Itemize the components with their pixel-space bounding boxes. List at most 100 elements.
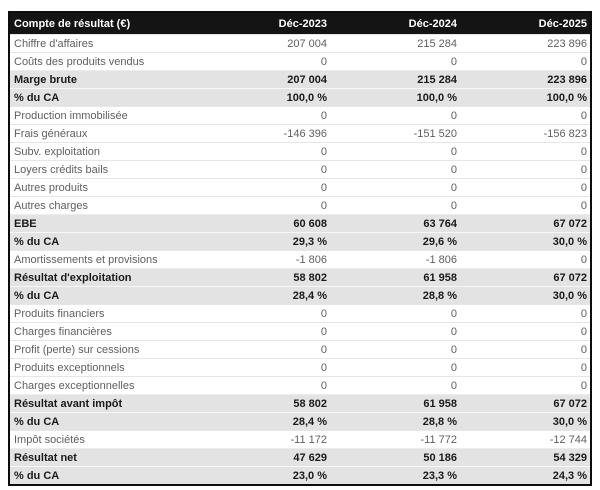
row-label: Résultat net — [14, 451, 77, 464]
row-label: Production immobilisée — [14, 109, 128, 122]
row-label: Impôt sociétés — [14, 433, 85, 446]
row-value: 223 896 — [547, 37, 587, 50]
table-row: Coûts des produits vendus 0 0 0 — [10, 52, 590, 70]
row-value: 0 — [450, 55, 457, 68]
row-value: 0 — [320, 55, 327, 68]
row-value: 0 — [320, 163, 327, 176]
row-value: 28,8 % — [422, 289, 457, 302]
table-row: Chiffre d'affaires 207 004 215 284 223 896 — [10, 34, 590, 52]
row-value: 0 — [320, 343, 327, 356]
row-value: 0 — [320, 199, 327, 212]
row-value: 0 — [450, 109, 457, 122]
row-value: 23,3 % — [422, 469, 457, 482]
row-label: Charges exceptionnelles — [14, 379, 135, 392]
row-label: % du CA — [14, 235, 60, 248]
table-body: Chiffre d'affaires 207 004 215 284 223 896 C… — [10, 34, 590, 484]
table-row: Marge brute 207 004 215 284 223 896 — [10, 70, 590, 88]
row-value: 0 — [580, 343, 587, 356]
row-value: 58 802 — [293, 271, 327, 284]
row-value: 29,6 % — [422, 235, 457, 248]
row-value: 0 — [450, 181, 457, 194]
row-value: -151 520 — [413, 127, 457, 140]
table-row: EBE 60 608 63 764 67 072 — [10, 214, 590, 232]
row-value: 29,3 % — [292, 235, 327, 248]
table-header-col-dec-2024: Déc-2024 — [408, 17, 457, 30]
row-label: Profit (perte) sur cessions — [14, 343, 140, 356]
row-value: 0 — [450, 163, 457, 176]
row-value: 54 329 — [553, 451, 587, 464]
row-value: 28,8 % — [422, 415, 457, 428]
row-value: 0 — [580, 361, 587, 374]
row-label: Charges financières — [14, 325, 112, 338]
income-statement-table: Compte de résultat (€) Déc-2023 Déc-2024… — [8, 11, 592, 486]
row-value: 0 — [450, 325, 457, 338]
row-label: Loyers crédits bails — [14, 163, 109, 176]
table-row: Charges financières 0 0 0 — [10, 322, 590, 340]
table-row: Loyers crédits bails 0 0 0 — [10, 160, 590, 178]
row-value: 0 — [450, 199, 457, 212]
row-value: 215 284 — [417, 37, 457, 50]
row-value: 30,0 % — [552, 289, 587, 302]
row-value: -11 172 — [290, 433, 328, 446]
row-label: % du CA — [14, 469, 60, 482]
row-value: 207 004 — [287, 73, 327, 86]
row-label: Résultat avant impôt — [14, 397, 123, 410]
row-value: 100,0 % — [416, 91, 457, 104]
row-value: -1 806 — [425, 253, 457, 266]
table-row: % du CA 29,3 % 29,6 % 30,0 % — [10, 232, 590, 250]
row-label: Produits exceptionnels — [14, 361, 125, 374]
row-label: Amortissements et provisions — [14, 253, 158, 266]
row-label: Frais généraux — [14, 127, 88, 140]
row-value: 0 — [320, 325, 327, 338]
table-header-col-dec-2025: Déc-2025 — [538, 17, 587, 30]
row-value: 47 629 — [293, 451, 327, 464]
row-value: 23,0 % — [292, 469, 327, 482]
table-row: Autres charges 0 0 0 — [10, 196, 590, 214]
row-label: % du CA — [14, 415, 60, 428]
row-value: 100,0 % — [546, 91, 587, 104]
row-value: 0 — [320, 145, 327, 158]
table-header-row: Compte de résultat (€) Déc-2023 Déc-2024… — [10, 13, 590, 34]
row-value: 0 — [320, 361, 327, 374]
row-value: 0 — [580, 253, 587, 266]
table-row: Profit (perte) sur cessions 0 0 0 — [10, 340, 590, 358]
row-label: Résultat d'exploitation — [14, 271, 132, 284]
row-label: % du CA — [14, 91, 60, 104]
row-value: 28,4 % — [292, 415, 327, 428]
row-value: 50 186 — [423, 451, 457, 464]
row-value: 0 — [580, 379, 587, 392]
row-value: 67 072 — [553, 217, 587, 230]
row-value: 215 284 — [417, 73, 457, 86]
row-value: 0 — [320, 181, 327, 194]
row-label: Autres produits — [14, 181, 88, 194]
row-value: 61 958 — [423, 271, 457, 284]
row-value: -156 823 — [543, 127, 587, 140]
row-value: 30,0 % — [552, 415, 587, 428]
row-value: 0 — [450, 361, 457, 374]
row-value: 0 — [580, 55, 587, 68]
table-row: Résultat avant impôt 58 802 61 958 67 072 — [10, 394, 590, 412]
table-row: Subv. exploitation 0 0 0 — [10, 142, 590, 160]
row-value: 58 802 — [293, 397, 327, 410]
row-value: 0 — [450, 379, 457, 392]
table-row: Production immobilisée 0 0 0 — [10, 106, 590, 124]
row-label: Marge brute — [14, 73, 77, 86]
row-label: Autres charges — [14, 199, 88, 212]
row-value: 67 072 — [553, 397, 587, 410]
row-value: 67 072 — [553, 271, 587, 284]
row-value: 60 608 — [293, 217, 327, 230]
row-value: 30,0 % — [552, 235, 587, 248]
table-row: Impôt sociétés -11 172 -11 772 -12 744 — [10, 430, 590, 448]
row-value: 63 764 — [423, 217, 457, 230]
table-row: % du CA 28,4 % 28,8 % 30,0 % — [10, 412, 590, 430]
table-row: Amortissements et provisions -1 806 -1 806… — [10, 250, 590, 268]
row-value: 0 — [320, 307, 327, 320]
table-header-title: Compte de résultat (€) — [14, 17, 131, 30]
table-row: Autres produits 0 0 0 — [10, 178, 590, 196]
row-value: 0 — [320, 379, 327, 392]
row-value: 0 — [450, 343, 457, 356]
table-row: Frais généraux -146 396 -151 520 -156 823 — [10, 124, 590, 142]
row-value: 0 — [580, 163, 587, 176]
row-label: EBE — [14, 217, 37, 230]
